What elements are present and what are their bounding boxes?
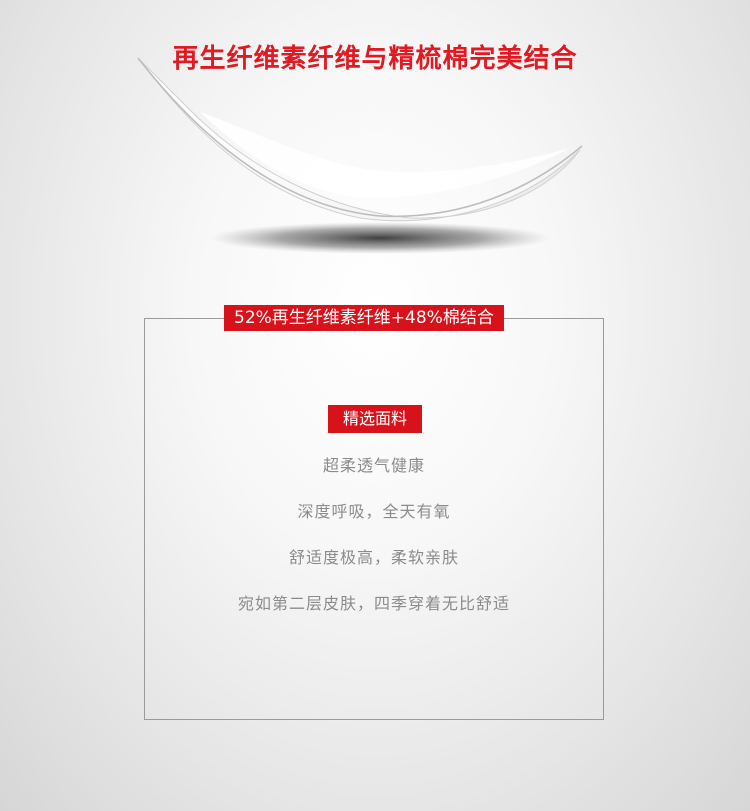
feather-image	[137, 57, 583, 254]
fiber-ratio-badge: 52%再生纤维素纤维+48%棉结合	[224, 305, 504, 331]
feather-vane	[139, 59, 581, 222]
headline: 再生纤维素纤维与精梳棉完美结合	[172, 44, 578, 74]
feature-item: 宛如第二层皮肤，四季穿着无比舒适	[237, 594, 510, 613]
feather-shaft	[137, 57, 583, 218]
feature-list: 超柔透气健康 深度呼吸，全天有氧 舒适度极高，柔软亲肤 宛如第二层皮肤，四季穿着…	[144, 452, 604, 636]
feather-barbs-upper	[200, 112, 570, 199]
feature-item: 舒适度极高，柔软亲肤	[288, 548, 459, 567]
feature-item: 超柔透气健康	[322, 456, 425, 475]
feature-item: 深度呼吸，全天有氧	[297, 502, 451, 521]
selected-fabric-badge: 精选面料	[328, 405, 422, 433]
feather-shadow	[210, 222, 550, 254]
